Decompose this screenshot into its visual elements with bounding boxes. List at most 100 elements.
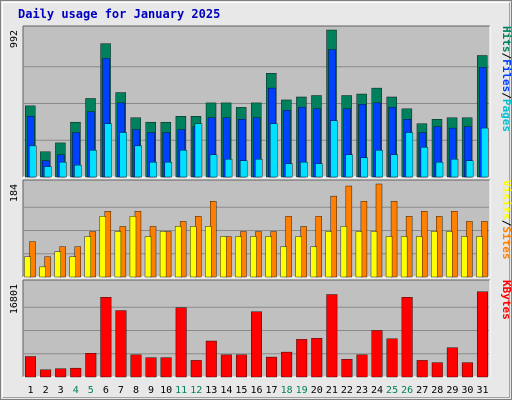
legend-entry: /: [500, 92, 512, 99]
bar-visits: [355, 231, 363, 278]
bar-pages: [375, 150, 383, 178]
bar-kbytes: [55, 368, 67, 378]
bar-pages: [149, 161, 157, 178]
legend-entry: /: [500, 53, 512, 60]
bar-visits: [114, 231, 122, 278]
bar-visits: [340, 226, 348, 278]
bar-kbytes: [386, 338, 398, 378]
bar-kbytes: [266, 356, 278, 378]
legend-entry: /: [500, 220, 512, 227]
bar-kbytes: [356, 354, 368, 378]
bar-kbytes: [145, 357, 157, 378]
day-label: 6: [103, 385, 109, 396]
bar-kbytes: [311, 338, 323, 378]
bar-kbytes: [326, 294, 338, 378]
bar-pages: [285, 163, 293, 178]
bar-kbytes: [235, 354, 247, 378]
bar-kbytes: [371, 330, 383, 378]
day-label: 25: [386, 385, 398, 396]
bar-kbytes: [476, 291, 488, 378]
day-label: 12: [190, 385, 202, 396]
bar-visits: [69, 256, 76, 278]
legend-kbytes: KBytes: [500, 280, 512, 320]
bar-visits: [295, 236, 302, 278]
day-label: 2: [43, 385, 49, 396]
day-label: 4: [73, 385, 79, 396]
bar-pages: [435, 161, 444, 178]
legend-entry: Files: [500, 59, 512, 92]
bar-visits: [415, 236, 423, 278]
bar-kbytes: [341, 359, 353, 378]
bar-visits: [144, 236, 152, 278]
bar-pages: [345, 154, 353, 178]
day-label: 14: [220, 385, 232, 396]
day-label: 30: [461, 385, 473, 396]
bar-pages: [194, 123, 203, 178]
legend-entry: Hits: [500, 26, 512, 53]
day-label: 10: [160, 385, 172, 396]
bar-pages: [74, 164, 82, 178]
bar-pages: [44, 166, 52, 178]
bar-visits: [431, 231, 438, 278]
day-label: 7: [118, 385, 124, 396]
chart-title: Daily usage for January 2025: [18, 7, 221, 21]
bar-visits: [39, 266, 46, 278]
bar-pages: [119, 132, 127, 178]
day-label: 5: [88, 385, 94, 396]
bar-pages: [179, 150, 188, 178]
bar-visits: [235, 236, 242, 278]
bar-pages: [255, 159, 263, 178]
bar-kbytes: [175, 307, 187, 378]
bar-kbytes: [431, 362, 443, 378]
bar-pages: [29, 145, 37, 178]
bar-kbytes: [401, 297, 413, 378]
bar-kbytes: [251, 311, 262, 378]
bar-pages: [390, 154, 399, 178]
bar-pages: [104, 123, 112, 178]
bar-pages: [480, 127, 489, 178]
bar-visits: [129, 216, 137, 278]
bar-visits: [446, 231, 453, 278]
bar-visits: [461, 236, 468, 278]
bar-visits: [280, 246, 287, 278]
bar-kbytes: [25, 356, 37, 378]
day-label: 13: [205, 385, 217, 396]
day-label: 19: [296, 385, 308, 396]
bar-kbytes: [100, 297, 112, 378]
bar-kbytes: [70, 367, 82, 378]
bar-visits: [385, 236, 393, 278]
day-label: 27: [416, 385, 428, 396]
bar-pages: [420, 147, 429, 178]
legend-entry: Visits: [500, 180, 512, 220]
bar-visits: [310, 246, 317, 278]
bar-pages: [164, 161, 173, 178]
bar-kbytes: [220, 354, 232, 378]
bar-visits: [476, 236, 483, 278]
day-label: 26: [401, 385, 413, 396]
bar-kbytes: [40, 369, 52, 378]
bar-visits: [265, 236, 272, 278]
bar-sites: [375, 183, 383, 278]
bar-kbytes: [281, 351, 293, 378]
day-label: 11: [175, 385, 187, 396]
day-label: 1: [28, 385, 34, 396]
bar-kbytes: [446, 347, 458, 378]
bar-pages: [405, 132, 414, 178]
day-label: 15: [235, 385, 247, 396]
day-label: 16: [250, 385, 262, 396]
day-label: 9: [148, 385, 154, 396]
bar-pages: [450, 159, 459, 178]
bar-visits: [400, 236, 408, 278]
bar-pages: [134, 145, 142, 178]
bar-visits: [174, 226, 182, 278]
bar-pages: [209, 154, 218, 178]
bar-pages: [270, 123, 278, 178]
bar-visits: [370, 231, 378, 278]
bar-pages: [59, 161, 67, 178]
legend-entry: Sites: [500, 226, 512, 259]
bar-visits: [84, 236, 91, 278]
bar-kbytes: [205, 340, 217, 378]
legend-sites_visits: Visits/Sites: [500, 180, 512, 260]
